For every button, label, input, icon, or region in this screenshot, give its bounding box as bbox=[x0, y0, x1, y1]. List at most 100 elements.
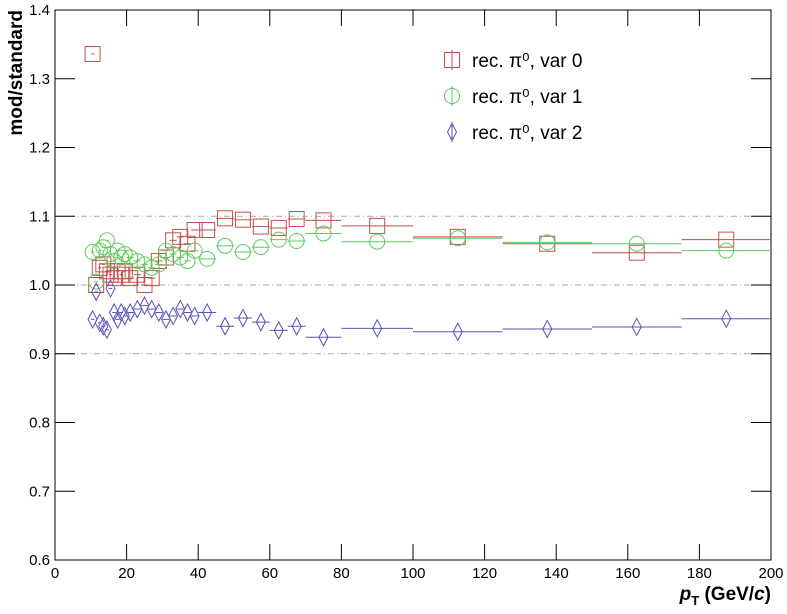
marker bbox=[444, 52, 460, 68]
x-tick-label: 20 bbox=[118, 565, 135, 582]
x-tick-label: 80 bbox=[333, 565, 350, 582]
marker bbox=[202, 302, 213, 323]
x-tick-label: 180 bbox=[687, 565, 712, 582]
marker bbox=[119, 306, 130, 326]
marker bbox=[88, 273, 105, 290]
marker bbox=[219, 316, 231, 336]
marker bbox=[91, 282, 102, 302]
marker bbox=[189, 306, 200, 326]
marker bbox=[113, 266, 130, 283]
marker bbox=[721, 309, 732, 329]
marker bbox=[217, 237, 234, 254]
y-axis-title: mod/standard bbox=[6, 10, 27, 136]
marker bbox=[94, 313, 105, 333]
marker bbox=[199, 250, 216, 267]
marker bbox=[318, 327, 329, 347]
marker bbox=[84, 46, 101, 62]
marker bbox=[122, 249, 139, 266]
x-tick-label: 120 bbox=[472, 565, 497, 582]
marker bbox=[449, 230, 466, 247]
y-tick-label: 0.8 bbox=[29, 415, 50, 432]
x-title-part: c bbox=[754, 584, 765, 605]
marker bbox=[718, 242, 735, 259]
marker bbox=[718, 231, 735, 248]
marker bbox=[234, 211, 251, 228]
x-tick-label: 40 bbox=[190, 565, 207, 582]
marker bbox=[315, 212, 332, 229]
marker bbox=[150, 256, 167, 273]
x-title-part: (GeV/ bbox=[699, 584, 755, 605]
marker bbox=[539, 234, 556, 251]
legend-label: rec. π⁰, var 0 bbox=[472, 51, 582, 72]
marker bbox=[446, 122, 458, 142]
marker bbox=[631, 317, 642, 337]
y-tick-label: 0.9 bbox=[29, 346, 50, 363]
marker bbox=[444, 88, 460, 104]
marker bbox=[88, 277, 105, 293]
marker bbox=[237, 308, 249, 328]
marker bbox=[116, 302, 127, 323]
marker bbox=[116, 246, 133, 263]
marker bbox=[315, 225, 332, 242]
marker bbox=[270, 231, 287, 248]
marker bbox=[217, 210, 234, 227]
marker bbox=[157, 242, 174, 259]
marker bbox=[628, 244, 645, 261]
marker bbox=[105, 278, 116, 299]
x-tick-label: 100 bbox=[400, 565, 425, 582]
marker bbox=[369, 217, 386, 234]
marker bbox=[129, 252, 146, 269]
marker bbox=[84, 244, 101, 260]
marker bbox=[628, 235, 645, 252]
marker bbox=[452, 322, 463, 342]
marker bbox=[136, 256, 153, 273]
marker bbox=[288, 211, 305, 227]
marker bbox=[369, 233, 386, 250]
x-title-part: ) bbox=[765, 584, 771, 605]
marker bbox=[168, 306, 179, 326]
y-tick-label: 0.6 bbox=[29, 552, 50, 569]
marker bbox=[98, 316, 109, 336]
marker bbox=[270, 219, 287, 236]
marker bbox=[288, 233, 305, 249]
y-tick-label: 0.7 bbox=[29, 483, 50, 500]
x-tick-label: 0 bbox=[51, 565, 59, 582]
y-tick-label: 1.1 bbox=[29, 208, 50, 225]
marker bbox=[182, 302, 193, 323]
x-tick-label: 140 bbox=[544, 565, 569, 582]
marker bbox=[372, 318, 383, 338]
marker bbox=[252, 218, 269, 235]
marker bbox=[255, 312, 266, 332]
x-title-part: T bbox=[691, 593, 699, 608]
marker bbox=[175, 299, 186, 319]
y-tick-label: 1.4 bbox=[29, 2, 50, 19]
y-tick-label: 1.0 bbox=[29, 277, 50, 294]
marker bbox=[252, 239, 269, 256]
marker bbox=[139, 296, 150, 316]
legend-label: rec. π⁰, var 1 bbox=[472, 87, 582, 108]
marker bbox=[143, 259, 160, 276]
x-tick-label: 160 bbox=[615, 565, 640, 582]
marker bbox=[101, 320, 112, 340]
marker bbox=[199, 222, 216, 238]
y-tick-label: 1.2 bbox=[29, 140, 50, 157]
x-tick-label: 200 bbox=[758, 565, 783, 582]
marker bbox=[165, 246, 182, 263]
marker bbox=[153, 302, 164, 323]
x-axis-title: pT (GeV/c) bbox=[679, 584, 771, 608]
marker bbox=[186, 242, 203, 259]
marker bbox=[87, 309, 98, 329]
marker bbox=[143, 270, 160, 287]
x-title-part: p bbox=[679, 584, 692, 605]
legend-label: rec. π⁰, var 2 bbox=[472, 123, 582, 144]
y-tick-label: 1.3 bbox=[29, 71, 50, 88]
marker bbox=[146, 299, 157, 319]
x-tick-label: 60 bbox=[261, 565, 278, 582]
marker bbox=[291, 316, 302, 336]
marker bbox=[234, 244, 251, 260]
marker bbox=[273, 320, 284, 340]
marker bbox=[172, 249, 189, 266]
marker bbox=[542, 319, 553, 339]
